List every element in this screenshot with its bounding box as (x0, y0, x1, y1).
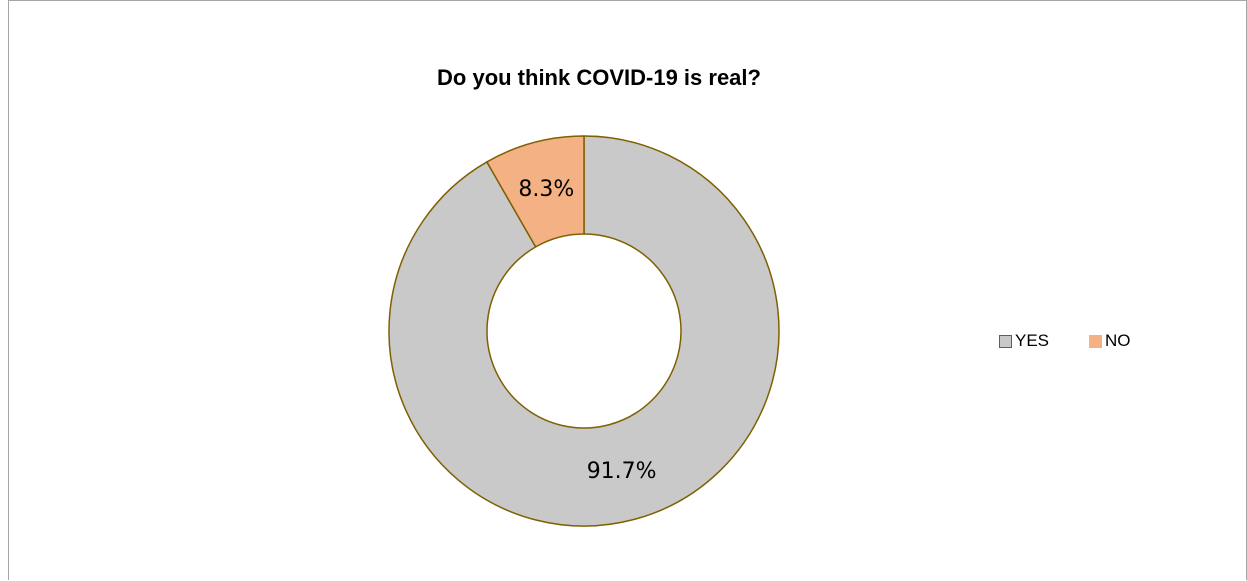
donut-slice-no (485, 135, 585, 248)
legend-label-yes: YES (1015, 331, 1050, 350)
chart-title: Do you think COVID-19 is real? (437, 65, 761, 90)
legend: YES NO (999, 331, 1131, 351)
data-label-yes: 91.7% (587, 459, 657, 484)
legend-item-no: NO (1089, 331, 1131, 351)
donut-chart: 91.7% 8.3% (388, 135, 780, 527)
chart-area: Do you think COVID-19 is real? 91.7% 8.3%… (8, 0, 1247, 580)
data-label-no: 8.3% (518, 177, 574, 202)
legend-label-no: NO (1105, 331, 1131, 350)
legend-item-yes: YES (999, 331, 1049, 351)
donut-slice-yes (388, 135, 780, 527)
legend-swatch-no (1089, 334, 1103, 348)
legend-swatch-yes (999, 334, 1012, 348)
